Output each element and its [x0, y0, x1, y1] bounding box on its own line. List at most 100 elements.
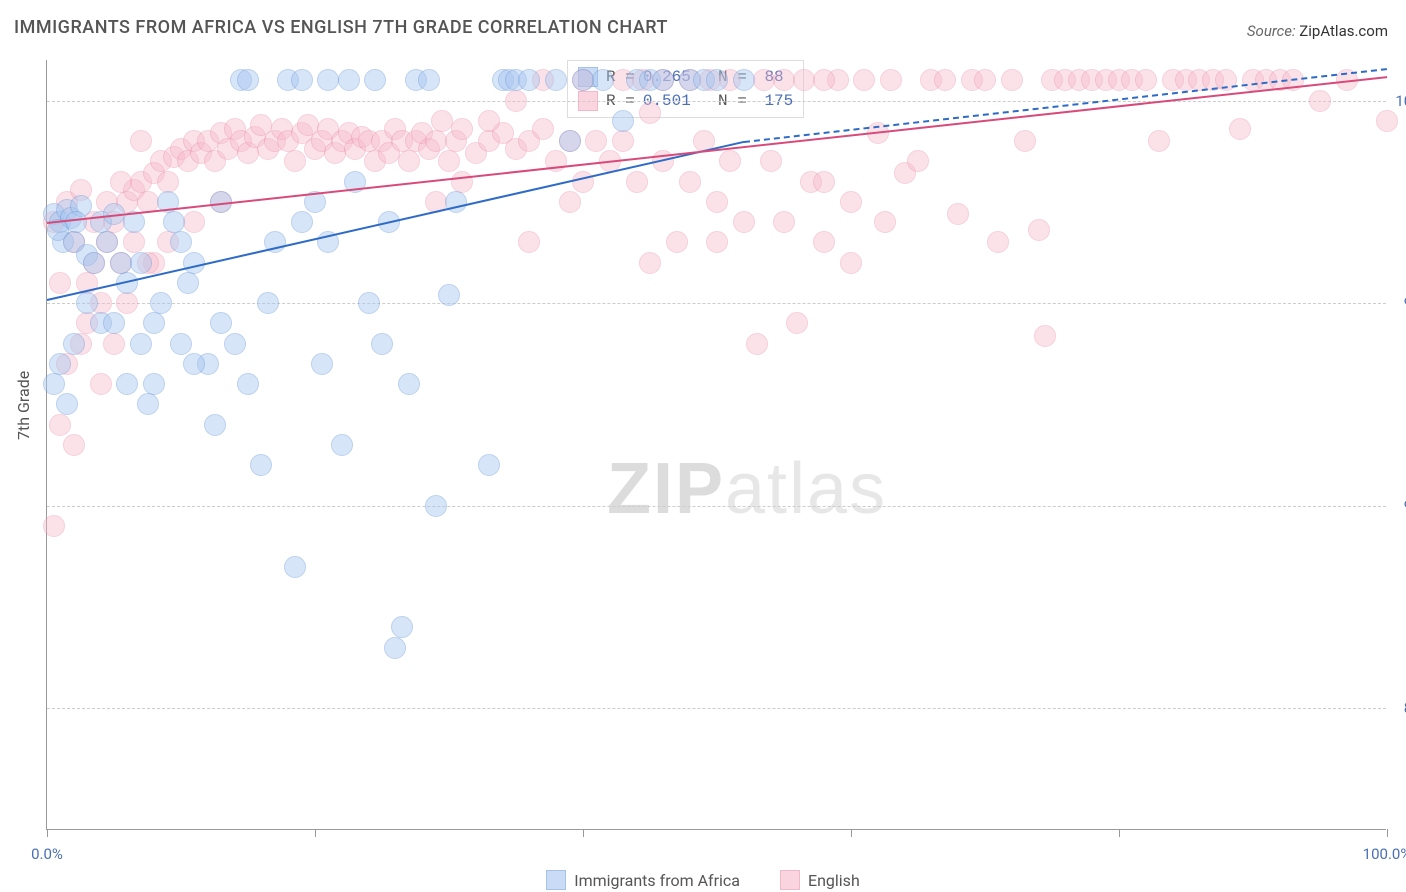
data-point [284, 150, 306, 172]
data-point [49, 414, 71, 436]
legend-item: English [780, 870, 860, 890]
data-point [505, 90, 527, 112]
data-point [83, 252, 105, 274]
data-point [639, 102, 661, 124]
data-point [840, 252, 862, 274]
data-point [612, 110, 634, 132]
data-point [793, 69, 815, 91]
data-point [1014, 130, 1036, 152]
data-point [572, 69, 594, 91]
data-point [438, 284, 460, 306]
source-attribution: Source: ZipAtlas.com [1247, 22, 1388, 40]
data-point [545, 69, 567, 91]
x-tick [1387, 829, 1388, 837]
source-value: ZipAtlas.com [1299, 22, 1388, 40]
data-point [786, 312, 808, 334]
data-point [974, 69, 996, 91]
data-point [813, 231, 835, 253]
data-point [733, 211, 755, 233]
y-axis-label: 7th Grade [14, 371, 33, 440]
plot-area: ZIPatlas R =0.265 N = 88R =0.501 N = 175… [46, 60, 1386, 830]
data-point [753, 69, 775, 91]
data-point [317, 69, 339, 91]
data-point [431, 110, 453, 132]
legend-label: Immigrants from Africa [574, 871, 740, 890]
data-point [907, 150, 929, 172]
data-point [177, 272, 199, 294]
data-point [760, 150, 782, 172]
data-point [478, 110, 500, 132]
data-point [1034, 325, 1056, 347]
data-point [451, 171, 473, 193]
data-point [1135, 69, 1157, 91]
data-point [103, 312, 125, 334]
data-point [840, 191, 862, 213]
data-point [49, 353, 71, 375]
data-point [706, 191, 728, 213]
watermark-zip: ZIP [607, 449, 725, 529]
data-point [183, 353, 205, 375]
source-label: Source: [1247, 22, 1296, 40]
data-point [532, 118, 554, 140]
data-point [170, 333, 192, 355]
data-point [63, 434, 85, 456]
x-tick [47, 829, 48, 837]
data-point [170, 231, 192, 253]
legend-item: Immigrants from Africa [546, 870, 740, 890]
data-point [418, 69, 440, 91]
x-tick-label: 100.0% [1363, 845, 1406, 863]
data-point [291, 211, 313, 233]
data-point [1376, 110, 1398, 132]
legend-label: English [808, 871, 860, 890]
data-point [210, 312, 232, 334]
data-point [853, 69, 875, 91]
data-point [592, 69, 614, 91]
data-point [116, 373, 138, 395]
gridline [47, 708, 1386, 709]
data-point [204, 414, 226, 436]
data-point [338, 69, 360, 91]
data-point [384, 637, 406, 659]
data-point [311, 353, 333, 375]
data-point [157, 171, 179, 193]
chart-title: IMMIGRANTS FROM AFRICA VS ENGLISH 7TH GR… [14, 17, 668, 38]
data-point [130, 130, 152, 152]
data-point [371, 333, 393, 355]
data-point [90, 373, 112, 395]
gridline [47, 506, 1386, 507]
data-point [103, 333, 125, 355]
data-point [49, 272, 71, 294]
data-point [639, 252, 661, 274]
data-point [438, 150, 460, 172]
data-point [612, 130, 634, 152]
data-point [130, 252, 152, 274]
data-point [65, 211, 87, 233]
data-point [110, 252, 132, 274]
legend-bottom: Immigrants from Africa English [0, 870, 1406, 890]
data-point [130, 333, 152, 355]
x-tick-label: 0.0% [31, 845, 63, 863]
y-tick-label: 95.0% [1394, 294, 1406, 312]
data-point [987, 231, 1009, 253]
data-point [773, 211, 795, 233]
data-point [1229, 118, 1251, 140]
data-point [391, 616, 413, 638]
data-point [76, 292, 98, 314]
x-tick [583, 829, 584, 837]
watermark: ZIPatlas [607, 448, 887, 530]
data-point [137, 393, 159, 415]
swatch-icon [780, 870, 800, 890]
data-point [1309, 90, 1331, 112]
data-point [652, 69, 674, 91]
data-point [572, 171, 594, 193]
data-point [143, 373, 165, 395]
data-point [237, 373, 259, 395]
data-point [163, 211, 185, 233]
data-point [358, 292, 380, 314]
data-point [284, 556, 306, 578]
data-point [559, 130, 581, 152]
watermark-atlas: atlas [725, 449, 887, 529]
x-tick [1119, 829, 1120, 837]
data-point [43, 373, 65, 395]
data-point [706, 231, 728, 253]
